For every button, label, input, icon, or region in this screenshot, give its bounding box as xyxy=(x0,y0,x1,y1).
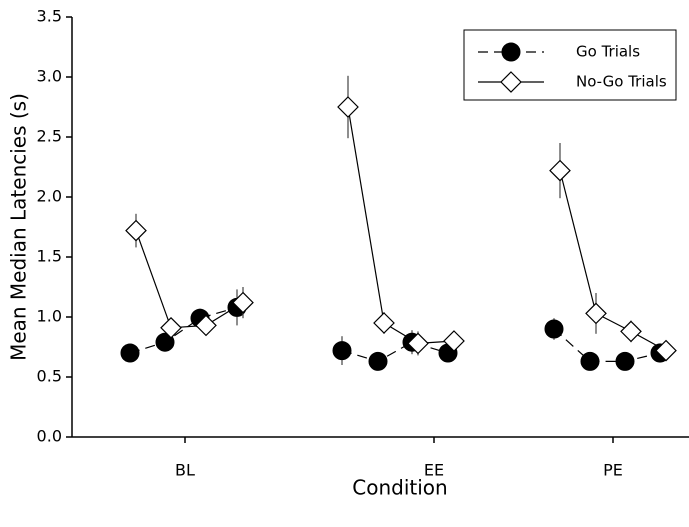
data-point xyxy=(549,159,571,182)
y-tick-label: 3.5 xyxy=(37,7,62,26)
legend-marker xyxy=(500,71,522,93)
data-point xyxy=(125,219,147,242)
data-point xyxy=(368,351,388,371)
data-point xyxy=(443,330,465,352)
x-tick-label: PE xyxy=(603,461,623,480)
x-axis-title: Condition xyxy=(352,476,447,500)
y-tick-label: 3.0 xyxy=(37,67,62,86)
data-point xyxy=(655,339,677,362)
series-line xyxy=(341,341,449,363)
data-point xyxy=(232,291,254,314)
data-point xyxy=(120,343,140,363)
data-point xyxy=(544,319,564,339)
legend-box xyxy=(463,29,677,101)
data-point xyxy=(337,96,359,118)
data-point xyxy=(373,312,395,334)
series-line xyxy=(129,306,238,354)
y-tick-label: 1.0 xyxy=(37,307,62,326)
data-point xyxy=(407,332,429,355)
y-tick-label: 2.0 xyxy=(37,187,62,206)
data-point xyxy=(195,314,217,337)
data-point xyxy=(580,351,600,371)
legend-label: Go Trials xyxy=(576,43,640,61)
data-point xyxy=(332,341,352,361)
series-line xyxy=(135,230,244,329)
series-line xyxy=(553,328,661,362)
y-tick-label: 0.0 xyxy=(37,427,62,446)
legend-marker xyxy=(501,42,521,62)
data-point xyxy=(160,316,182,339)
data-point xyxy=(620,320,642,343)
x-tick-label: EE xyxy=(424,461,444,480)
data-point xyxy=(615,351,635,371)
series-line xyxy=(559,170,667,352)
y-axis-title: Mean Median Latencies (s) xyxy=(7,93,31,361)
y-tick-label: 2.5 xyxy=(37,127,62,146)
x-tick-label: BL xyxy=(175,461,195,480)
series-line xyxy=(347,106,455,345)
legend-label: No-Go Trials xyxy=(576,73,667,91)
data-point xyxy=(585,302,607,325)
data-point xyxy=(155,332,175,352)
y-tick-label: 1.5 xyxy=(37,247,62,266)
y-tick-label: 0.5 xyxy=(37,367,62,386)
